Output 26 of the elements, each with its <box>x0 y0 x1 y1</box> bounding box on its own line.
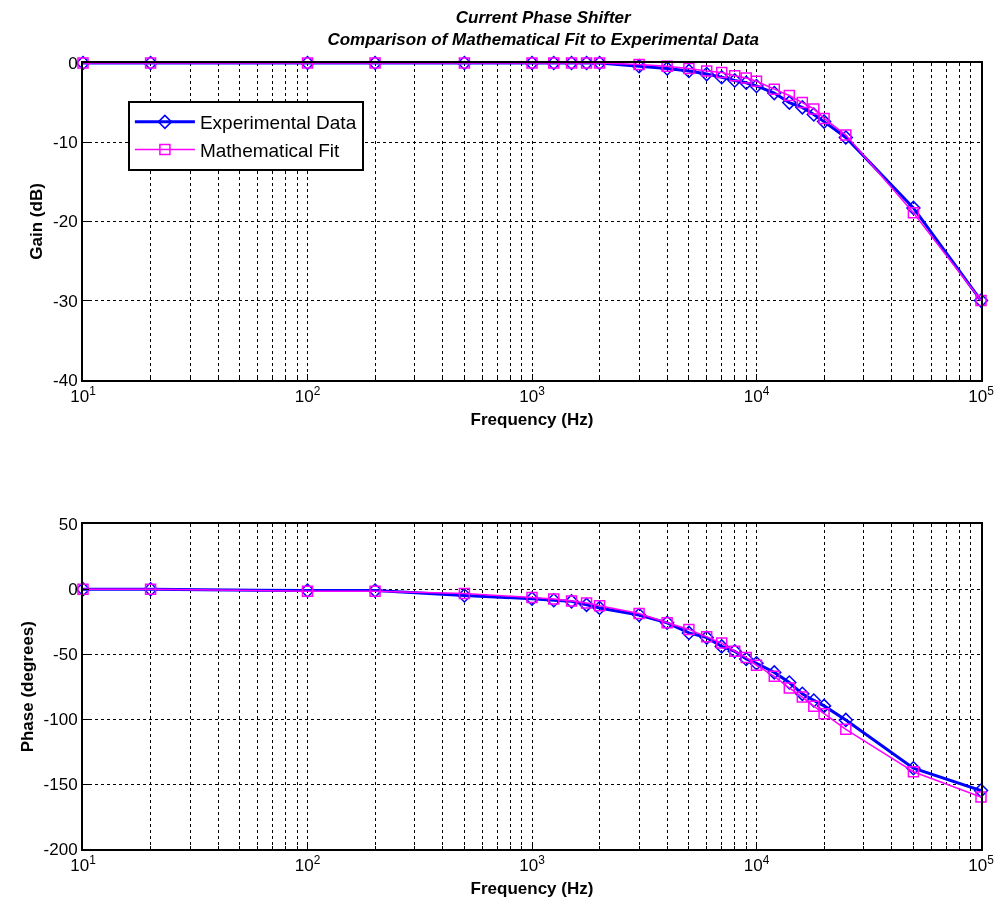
legend-label: Mathematical Fit <box>199 139 340 161</box>
y-tick-label: 50 <box>58 515 78 535</box>
x-tick-label: 10$^{3}$ <box>519 853 546 876</box>
y-tick-label: -30 <box>53 291 78 311</box>
x-tick-label: 10$^{4}$ <box>743 384 770 407</box>
y-tick-label: -200 <box>43 839 78 859</box>
y-tick-label: 0 <box>68 580 78 600</box>
x-axis-title: Frequency (Hz) <box>470 879 594 899</box>
x-tick-label: 10$^{2}$ <box>294 384 321 407</box>
y-tick-label: -20 <box>53 212 78 232</box>
y-axis-title: Gain (dB) <box>27 183 47 260</box>
y-tick-label: -50 <box>53 645 78 665</box>
legend-label: Experimental Data <box>199 112 357 134</box>
y-tick-label: -150 <box>43 775 78 795</box>
y-axis-title: Phase (degrees) <box>17 621 37 753</box>
y-tick-label: -100 <box>43 710 78 730</box>
x-tick-label: 10$^{4}$ <box>743 853 770 876</box>
x-tick-label: 10$^{5}$ <box>968 853 995 876</box>
y-tick-label: -10 <box>53 133 78 153</box>
x-tick-label: 10$^{2}$ <box>294 853 321 876</box>
x-tick-label: 10$^{3}$ <box>519 384 546 407</box>
y-tick-label: 0 <box>68 53 78 73</box>
x-tick-label: 10$^{5}$ <box>968 384 995 407</box>
x-axis-title: Frequency (Hz) <box>470 410 594 430</box>
chart-title: Current Phase Shifter Comparison of Mathematical Fit to Experimental Data <box>327 7 760 49</box>
y-tick-label: -40 <box>53 370 78 390</box>
